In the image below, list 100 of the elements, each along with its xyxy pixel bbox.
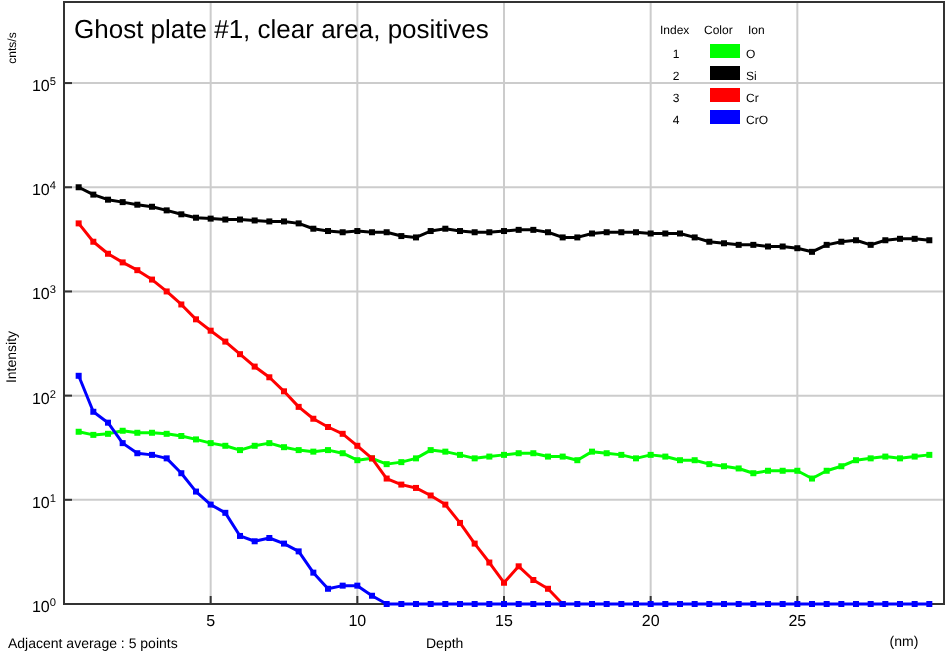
point (867, 241, 874, 248)
point (237, 351, 243, 358)
point (457, 228, 463, 235)
point (339, 582, 346, 589)
point (193, 436, 199, 443)
point (427, 447, 434, 454)
point (75, 220, 82, 227)
point (339, 430, 346, 437)
text: Ghost plate #1, clear area, positives (74, 14, 490, 44)
y-tick-label: 10$^{4}$ (31, 181, 56, 200)
point (823, 467, 830, 474)
point (413, 455, 419, 462)
point (295, 403, 302, 410)
y-tick-label: 10$^{2}$ (31, 389, 56, 408)
point (413, 484, 419, 491)
point (530, 450, 537, 457)
point (647, 230, 654, 237)
point (721, 240, 727, 247)
point (530, 601, 537, 607)
point (134, 429, 141, 436)
point (647, 451, 654, 458)
point (398, 601, 405, 607)
point (149, 429, 155, 436)
point (662, 230, 669, 237)
point (105, 196, 111, 203)
point (398, 459, 405, 466)
x-tick-label: 20 (641, 612, 661, 630)
point (149, 276, 155, 283)
point (105, 419, 111, 426)
point (603, 450, 610, 457)
point (251, 442, 258, 449)
point (471, 601, 478, 607)
point (119, 440, 126, 447)
point (310, 569, 317, 576)
x-tick-label: 5 (206, 612, 217, 630)
y-tick-label: 10$^{1}$ (31, 493, 56, 512)
point (911, 453, 918, 460)
point (119, 199, 126, 206)
point (295, 220, 302, 227)
point (471, 455, 478, 462)
point (325, 228, 331, 235)
point (90, 191, 97, 198)
point (501, 228, 507, 235)
point (662, 601, 669, 607)
point (530, 226, 537, 233)
point (325, 447, 331, 454)
point (207, 501, 214, 508)
point (867, 455, 874, 462)
point (193, 214, 199, 221)
point (237, 447, 243, 454)
point (237, 216, 243, 223)
point (823, 601, 830, 607)
point (530, 576, 537, 583)
point (281, 218, 287, 225)
point (794, 245, 801, 252)
point (559, 453, 566, 460)
x-tick-label: 10 (348, 612, 368, 630)
point (779, 243, 786, 250)
point (266, 374, 273, 381)
point (369, 592, 375, 599)
point (706, 461, 713, 468)
point (178, 470, 185, 477)
point (691, 234, 698, 241)
point (134, 267, 141, 274)
point (809, 475, 815, 482)
point (809, 248, 815, 255)
point (515, 563, 522, 570)
point (442, 448, 449, 455)
point (75, 428, 82, 435)
point (325, 585, 331, 592)
point (926, 601, 933, 607)
point (383, 601, 390, 607)
point (647, 601, 654, 607)
point (134, 450, 141, 457)
point (90, 408, 97, 415)
point (149, 203, 155, 210)
x-tick-label: 15 (495, 612, 514, 630)
point (163, 288, 170, 295)
point (266, 218, 273, 225)
point (398, 481, 405, 488)
point (574, 234, 581, 241)
point (266, 440, 273, 447)
point (633, 455, 639, 462)
point (882, 601, 889, 607)
point (119, 259, 126, 266)
point (281, 444, 287, 451)
point (515, 226, 522, 233)
point (75, 372, 82, 379)
point (295, 548, 302, 555)
point (794, 467, 801, 474)
point (398, 233, 405, 240)
point (618, 229, 625, 236)
point (281, 388, 287, 395)
point (266, 535, 273, 541)
point (222, 442, 229, 449)
point (427, 601, 434, 607)
point (442, 501, 449, 508)
point (222, 216, 229, 223)
point (427, 492, 434, 499)
point (369, 229, 375, 236)
